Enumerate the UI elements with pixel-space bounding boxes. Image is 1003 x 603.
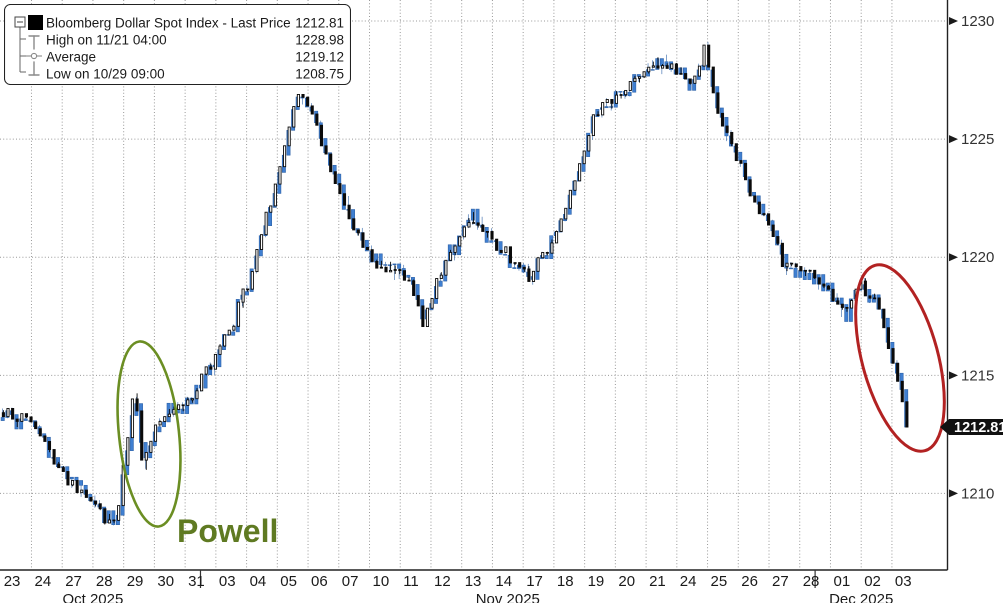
svg-text:05: 05 bbox=[280, 573, 297, 590]
svg-text:1210: 1210 bbox=[961, 485, 994, 502]
svg-text:19: 19 bbox=[588, 573, 605, 590]
svg-text:24: 24 bbox=[680, 573, 697, 590]
svg-text:23: 23 bbox=[4, 573, 21, 590]
svg-text:25: 25 bbox=[711, 573, 728, 590]
svg-text:26: 26 bbox=[741, 573, 758, 590]
svg-text:24: 24 bbox=[35, 573, 52, 590]
svg-text:1215: 1215 bbox=[961, 367, 994, 384]
svg-text:21: 21 bbox=[649, 573, 666, 590]
svg-text:1220: 1220 bbox=[961, 249, 994, 266]
svg-text:02: 02 bbox=[864, 573, 881, 590]
svg-text:03: 03 bbox=[219, 573, 236, 590]
svg-text:30: 30 bbox=[157, 573, 174, 590]
svg-text:Average: Average bbox=[46, 50, 96, 65]
svg-text:14: 14 bbox=[495, 573, 512, 590]
svg-text:04: 04 bbox=[250, 573, 267, 590]
svg-text:28: 28 bbox=[96, 573, 113, 590]
svg-text:Nov 2025: Nov 2025 bbox=[476, 591, 540, 603]
svg-text:1225: 1225 bbox=[961, 131, 994, 148]
svg-text:1230: 1230 bbox=[961, 13, 994, 30]
svg-text:1212.81: 1212.81 bbox=[295, 16, 344, 31]
svg-text:31: 31 bbox=[188, 573, 205, 590]
svg-text:11: 11 bbox=[403, 573, 419, 590]
svg-text:13: 13 bbox=[465, 573, 482, 590]
svg-text:06: 06 bbox=[311, 573, 328, 590]
svg-text:High on 11/21 04:00: High on 11/21 04:00 bbox=[46, 33, 167, 48]
svg-text:12: 12 bbox=[434, 573, 451, 590]
svg-text:1212.81: 1212.81 bbox=[954, 420, 1003, 436]
svg-text:17: 17 bbox=[526, 573, 543, 590]
svg-text:29: 29 bbox=[127, 573, 144, 590]
svg-text:Bloomberg Dollar Spot Index -: Bloomberg Dollar Spot Index - Last Price bbox=[46, 16, 291, 31]
svg-text:01: 01 bbox=[834, 573, 851, 590]
svg-text:Oct 2025: Oct 2025 bbox=[62, 591, 123, 603]
svg-text:27: 27 bbox=[772, 573, 789, 590]
svg-text:10: 10 bbox=[373, 573, 390, 590]
svg-text:03: 03 bbox=[895, 573, 912, 590]
svg-text:1228.98: 1228.98 bbox=[295, 33, 344, 48]
svg-text:27: 27 bbox=[65, 573, 82, 590]
svg-text:Dec 2025: Dec 2025 bbox=[829, 591, 893, 603]
svg-text:28: 28 bbox=[803, 573, 820, 590]
svg-text:07: 07 bbox=[342, 573, 359, 590]
svg-text:20: 20 bbox=[618, 573, 635, 590]
svg-text:1208.75: 1208.75 bbox=[295, 67, 344, 82]
svg-text:18: 18 bbox=[557, 573, 574, 590]
svg-text:Powell: Powell bbox=[177, 513, 278, 549]
svg-text:Low on 10/29 09:00: Low on 10/29 09:00 bbox=[46, 67, 165, 82]
svg-text:1219.12: 1219.12 bbox=[295, 50, 344, 65]
